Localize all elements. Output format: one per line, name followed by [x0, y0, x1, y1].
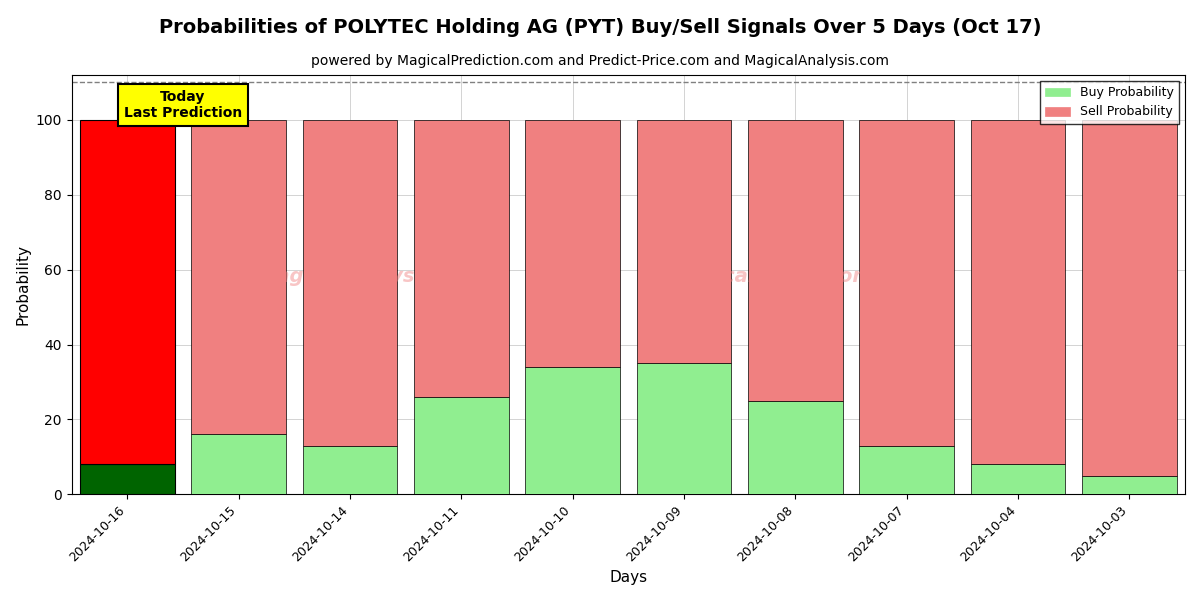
Bar [302, 120, 397, 446]
Bar [748, 401, 842, 494]
Bar [1082, 476, 1177, 494]
Bar [80, 464, 175, 494]
Text: MagicalPrediction.com: MagicalPrediction.com [671, 267, 919, 286]
Text: MagicalAnalysis.com: MagicalAnalysis.com [258, 267, 486, 286]
Bar [414, 397, 509, 494]
X-axis label: Days: Days [610, 570, 647, 585]
Bar [414, 120, 509, 397]
Y-axis label: Probability: Probability [16, 244, 30, 325]
Text: Today
Last Prediction: Today Last Prediction [124, 90, 242, 120]
Text: powered by MagicalPrediction.com and Predict-Price.com and MagicalAnalysis.com: powered by MagicalPrediction.com and Pre… [311, 54, 889, 68]
Bar [1082, 120, 1177, 476]
Legend: Buy Probability, Sell Probability: Buy Probability, Sell Probability [1040, 81, 1178, 124]
Bar [637, 363, 731, 494]
Bar [526, 367, 620, 494]
Bar [80, 120, 175, 464]
Bar [191, 434, 286, 494]
Bar [971, 464, 1066, 494]
Bar [859, 446, 954, 494]
Bar [971, 120, 1066, 464]
Bar [191, 120, 286, 434]
Text: Probabilities of POLYTEC Holding AG (PYT) Buy/Sell Signals Over 5 Days (Oct 17): Probabilities of POLYTEC Holding AG (PYT… [158, 18, 1042, 37]
Bar [526, 120, 620, 367]
Bar [302, 446, 397, 494]
Bar [637, 120, 731, 363]
Bar [859, 120, 954, 446]
Bar [748, 120, 842, 401]
